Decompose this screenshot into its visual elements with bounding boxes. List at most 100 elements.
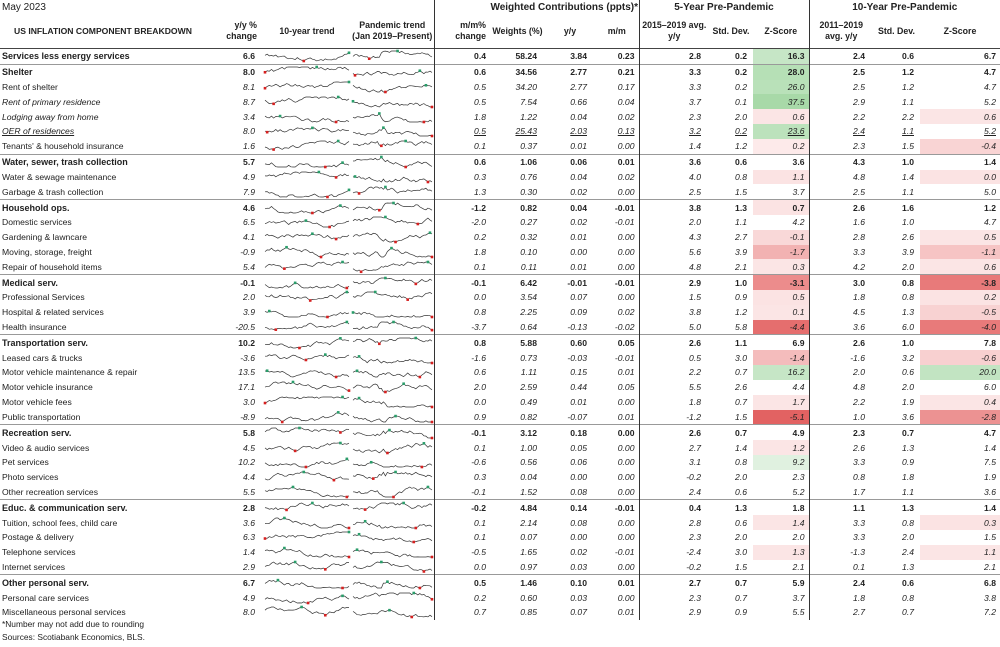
a5-value: 3.8 — [638, 304, 709, 320]
row-label: Photo services — [2, 472, 59, 483]
yy-change-value: 4.6 — [243, 202, 255, 213]
a5-value: 2.2 — [638, 365, 709, 380]
a10-value: 2.2 — [808, 394, 873, 410]
z10-value: -4.0 — [920, 319, 1000, 335]
wmm-value: 0.00 — [617, 232, 635, 243]
w-value: 0.32 — [520, 232, 537, 243]
pandemic-trend-sparkline — [351, 440, 434, 455]
sparkline-svg — [352, 320, 434, 332]
sparkline-svg — [352, 276, 433, 285]
wyy-value: 0.09 — [570, 307, 587, 318]
row-label: Repair of household items — [2, 261, 102, 272]
wmm-value: 0.01 — [617, 157, 635, 168]
s10-value: 0.8 — [902, 592, 914, 603]
yy-change-value: 6.6 — [243, 51, 255, 62]
table-row: Motor vehicle maintenance & repair 13.5 0.… — [0, 365, 1000, 380]
row-label: Water, sewer, trash collection — [2, 157, 128, 168]
a10-value: 2.6 — [808, 334, 873, 351]
s5-value: 1.3 — [735, 502, 747, 513]
a5-value: 2.7 — [638, 440, 709, 455]
pandemic-trend-sparkline — [351, 410, 434, 425]
wyy-value: 0.10 — [570, 577, 587, 588]
s5-value: 1.5 — [735, 411, 747, 422]
yy-change-value: 3.0 — [243, 397, 255, 408]
z10-value: 6.0 — [920, 379, 1000, 395]
w-value: 1.22 — [520, 111, 537, 122]
mm-value: 0.6 — [433, 154, 490, 170]
wyy-value: 0.04 — [570, 171, 587, 182]
sparkline-svg — [264, 291, 350, 303]
sparkline-svg — [352, 50, 433, 61]
mm-value: 1.8 — [433, 109, 490, 125]
a10-value: 1.7 — [808, 484, 873, 500]
table-row: Lodging away from home 3.4 1.8 1.22 0.04 0.02… — [0, 109, 1000, 125]
sparkline-svg — [352, 246, 434, 259]
a5-value: -1.2 — [638, 409, 709, 425]
mm-value: 0.0 — [433, 394, 490, 410]
z5-value: 5.2 — [753, 484, 809, 500]
wmm-value: 0.01 — [617, 607, 635, 618]
z10-value: 7.5 — [920, 454, 1000, 470]
w-value: 0.30 — [520, 186, 537, 197]
ten-year-trend-sparkline — [263, 440, 351, 455]
pandemic-trend-sparkline — [351, 590, 434, 605]
sparkline-svg — [264, 219, 350, 229]
row-label: Rent of shelter — [2, 82, 58, 93]
ten-year-trend-sparkline — [263, 470, 351, 485]
z5-value: 37.5 — [753, 94, 809, 110]
table-row: Gardening & lawncare 4.1 0.2 0.32 0.01 0.00 4.… — [0, 229, 1000, 245]
wyy-value: 0.08 — [570, 517, 587, 528]
a5-value: 1.8 — [638, 394, 709, 410]
row-label: Leased cars & trucks — [2, 352, 83, 363]
sparkline-svg — [264, 546, 351, 559]
wyy-value: 0.03 — [570, 592, 587, 603]
sparkline-svg — [352, 354, 434, 364]
ten-year-trend-sparkline — [263, 94, 351, 109]
w-value: 0.73 — [520, 352, 537, 363]
sparkline-svg — [264, 457, 350, 469]
z10-value: 3.6 — [920, 484, 1000, 500]
sparkline-svg — [264, 127, 350, 134]
table-row: Miscellaneous personal services 8.0 0.7 0.8… — [0, 605, 1000, 620]
yy-change-value: 4.5 — [243, 442, 255, 453]
row-label: Telephone services — [2, 547, 76, 558]
s10-value: 1.0 — [902, 157, 914, 168]
yy-change-value: 8.1 — [243, 82, 255, 93]
w-value: 0.27 — [520, 217, 537, 228]
sparkline-svg — [352, 69, 433, 77]
sparkline-svg — [352, 533, 433, 544]
row-label: Water & sewage maintenance — [2, 171, 117, 182]
ten-year-trend-sparkline — [263, 80, 351, 95]
z10-value: 1.1 — [920, 544, 1000, 560]
sparkline-svg — [352, 428, 434, 440]
mm-value: 0.5 — [433, 574, 490, 591]
s5-value: 3.0 — [735, 547, 747, 558]
s5-value: 1.4 — [735, 442, 747, 453]
wmm-value: 0.05 — [617, 337, 635, 348]
row-label: Internet services — [2, 562, 66, 573]
table-row: Domestic services 6.5 -2.0 0.27 0.02 -0.01 2.0… — [0, 214, 1000, 230]
s5-value: 0.9 — [735, 292, 747, 303]
a10-value: 2.5 — [808, 64, 873, 80]
z5-value: 16.2 — [753, 365, 809, 380]
mm-value: 0.5 — [433, 79, 490, 95]
z5-value: -1.4 — [753, 350, 809, 366]
mm-value: 0.0 — [433, 290, 490, 305]
a10-value: 2.8 — [808, 229, 873, 245]
w-value: 7.54 — [520, 96, 537, 107]
a5-value: -0.2 — [638, 469, 709, 485]
z5-value: 4.4 — [753, 379, 809, 395]
z5-value: 26.0 — [753, 79, 809, 95]
z10-value: 1.4 — [920, 440, 1000, 455]
s5-value: 0.2 — [735, 82, 747, 93]
w-value: 0.56 — [520, 457, 537, 468]
five-year-header: 5-Year Pre-Pandemic — [638, 0, 809, 14]
sparkline-svg — [263, 531, 351, 541]
wyy-value: 0.01 — [570, 232, 587, 243]
s5-value: 0.7 — [735, 397, 747, 408]
table-row: Household ops. 4.6 -1.2 0.82 0.04 -0.01 3.8 1.3… — [0, 199, 1000, 215]
z10-value: 0.2 — [920, 290, 1000, 305]
sparkline-svg — [264, 281, 350, 289]
w-value: 25.43 — [515, 126, 537, 137]
sparkline-svg — [352, 414, 434, 424]
